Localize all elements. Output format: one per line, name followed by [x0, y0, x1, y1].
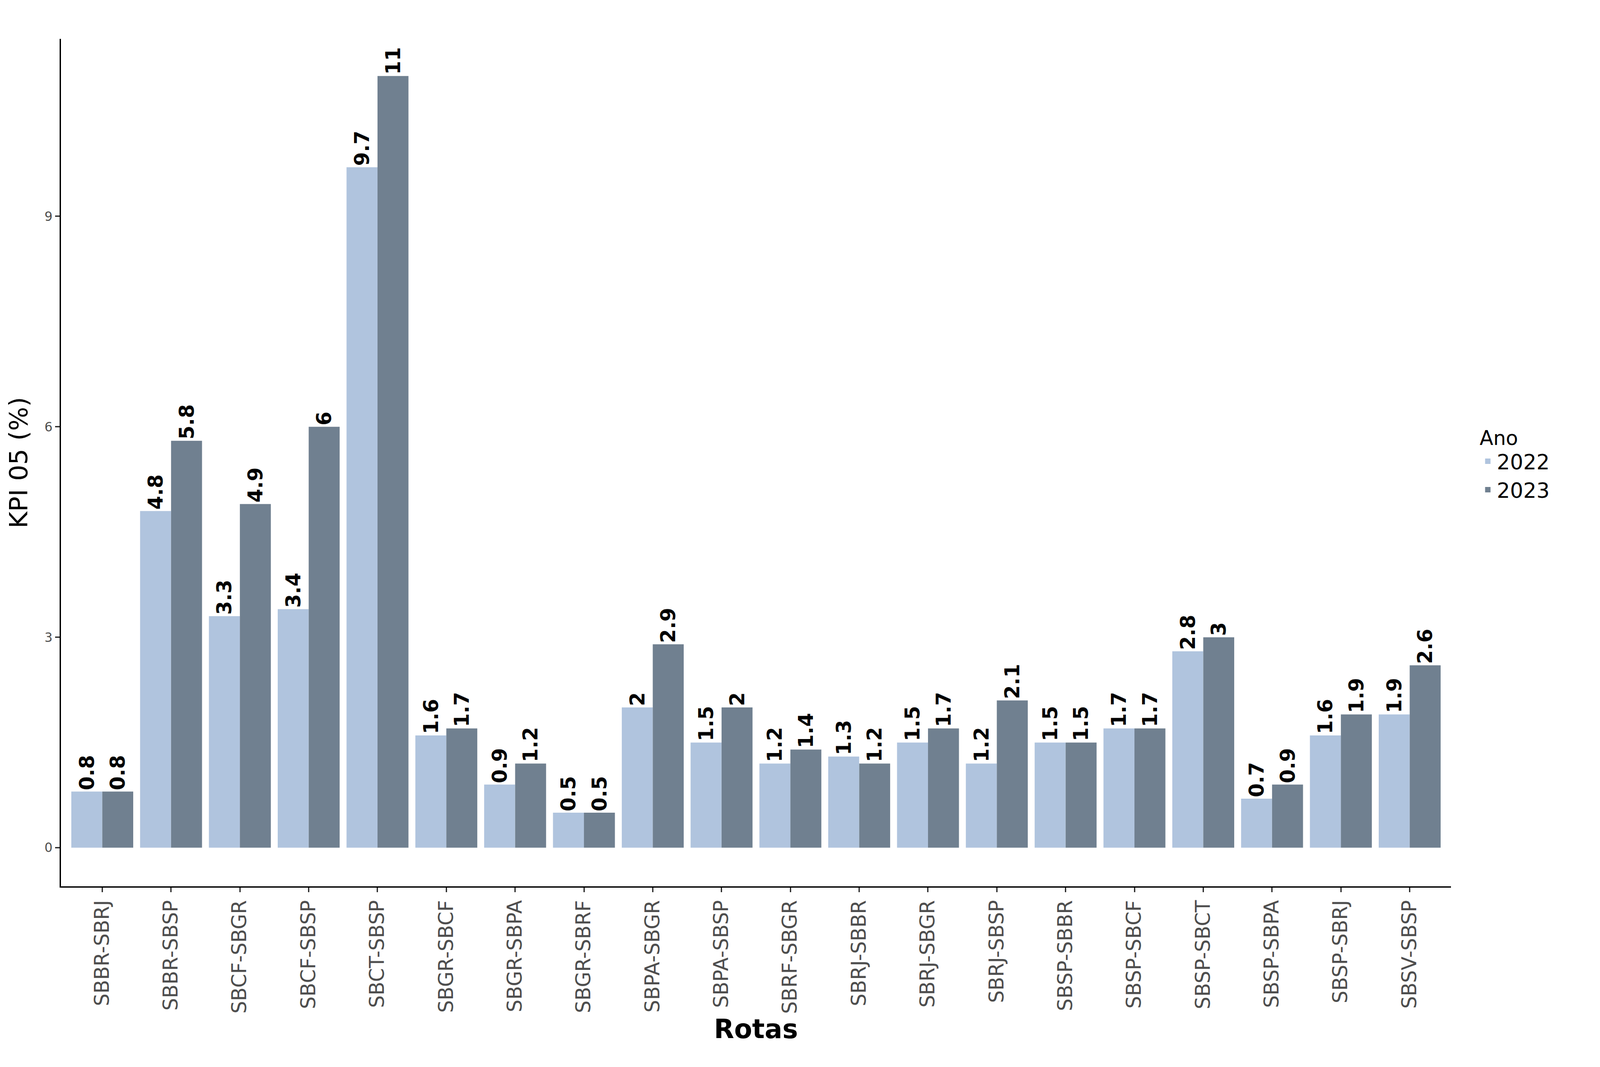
svg-text:Ano: Ano	[1479, 426, 1519, 450]
svg-text:1.7: 1.7	[450, 691, 474, 728]
svg-text:SBPA-SBGR: SBPA-SBGR	[640, 900, 664, 1013]
svg-text:4.8: 4.8	[144, 474, 168, 510]
svg-text:Rotas: Rotas	[713, 1013, 798, 1045]
svg-text:SBBR-SBSP: SBBR-SBSP	[158, 900, 182, 1011]
svg-text:3.4: 3.4	[281, 572, 305, 608]
svg-text:SBGR-SBPA: SBGR-SBPA	[503, 900, 527, 1013]
svg-text:SBGR-SBRF: SBGR-SBRF	[571, 900, 595, 1013]
svg-text:1.7: 1.7	[932, 691, 956, 728]
svg-text:4.9: 4.9	[243, 467, 267, 503]
svg-text:9: 9	[44, 209, 53, 224]
svg-text:1.7: 1.7	[1107, 691, 1131, 728]
svg-text:1.4: 1.4	[794, 712, 818, 748]
svg-text:2023: 2023	[1497, 478, 1550, 503]
svg-text:SBSP-SBPA: SBSP-SBPA	[1259, 900, 1283, 1008]
svg-text:1.5: 1.5	[900, 705, 924, 742]
svg-text:SBSP-SBRJ: SBSP-SBRJ	[1329, 900, 1353, 1003]
svg-text:1.7: 1.7	[1138, 691, 1162, 728]
svg-text:1.9: 1.9	[1382, 677, 1406, 714]
svg-text:SBCF-SBSP: SBCF-SBSP	[296, 900, 320, 1009]
svg-text:2: 2	[725, 691, 749, 706]
svg-text:11: 11	[381, 46, 405, 75]
svg-text:0.5: 0.5	[556, 775, 580, 812]
svg-text:3: 3	[44, 629, 53, 645]
svg-text:1.2: 1.2	[518, 726, 542, 762]
svg-text:SBRF-SBGR: SBRF-SBGR	[778, 900, 802, 1014]
svg-text:SBRJ-SBSP: SBRJ-SBSP	[984, 900, 1008, 1003]
svg-text:2.1: 2.1	[1000, 663, 1024, 700]
svg-text:2.9: 2.9	[656, 607, 680, 643]
svg-text:2.8: 2.8	[1176, 614, 1200, 650]
svg-text:SBSV-SBSP: SBSV-SBSP	[1397, 900, 1421, 1009]
svg-text:0.9: 0.9	[1276, 747, 1300, 784]
svg-text:0.7: 0.7	[1245, 761, 1269, 798]
svg-text:SBGR-SBCF: SBGR-SBCF	[434, 900, 458, 1013]
svg-text:1.3: 1.3	[832, 719, 856, 756]
svg-text:SBRJ-SBGR: SBRJ-SBGR	[915, 900, 939, 1008]
svg-text:3.3: 3.3	[212, 579, 236, 615]
svg-text:SBCT-SBSP: SBCT-SBSP	[365, 900, 389, 1008]
svg-text:9.7: 9.7	[350, 130, 374, 166]
svg-text:1.9: 1.9	[1344, 677, 1368, 714]
svg-text:2.6: 2.6	[1413, 628, 1437, 664]
svg-text:1.2: 1.2	[763, 726, 787, 762]
svg-text:6: 6	[44, 419, 53, 435]
svg-text:SBBR-SBRJ: SBBR-SBRJ	[90, 900, 114, 1007]
svg-text:SBRJ-SBBR: SBRJ-SBBR	[847, 900, 871, 1007]
svg-text:SBCF-SBGR: SBCF-SBGR	[227, 900, 251, 1014]
svg-text:KPI 05 (%): KPI 05 (%)	[3, 396, 33, 529]
svg-text:SBPA-SBSP: SBPA-SBSP	[709, 900, 733, 1008]
svg-text:0.8: 0.8	[75, 754, 99, 790]
svg-text:3: 3	[1207, 621, 1231, 636]
svg-text:0.8: 0.8	[106, 754, 130, 790]
svg-text:1.6: 1.6	[1313, 698, 1337, 734]
svg-text:1.5: 1.5	[1038, 705, 1062, 742]
svg-text:2: 2	[625, 691, 649, 706]
svg-text:0.5: 0.5	[587, 775, 612, 812]
svg-text:1.2: 1.2	[970, 726, 994, 762]
svg-text:1.5: 1.5	[694, 705, 718, 742]
svg-text:5.8: 5.8	[175, 404, 199, 440]
svg-text:1.2: 1.2	[862, 726, 887, 762]
svg-text:SBSP-SBCT: SBSP-SBCT	[1191, 899, 1215, 1009]
svg-text:6: 6	[312, 411, 336, 426]
svg-text:0: 0	[44, 839, 53, 855]
svg-text:0.9: 0.9	[488, 747, 512, 784]
svg-text:SBSP-SBBR: SBSP-SBBR	[1053, 900, 1077, 1012]
svg-text:2022: 2022	[1497, 449, 1550, 475]
svg-text:1.6: 1.6	[419, 698, 443, 734]
svg-text:SBSP-SBCF: SBSP-SBCF	[1122, 900, 1146, 1009]
svg-text:1.5: 1.5	[1069, 705, 1093, 742]
